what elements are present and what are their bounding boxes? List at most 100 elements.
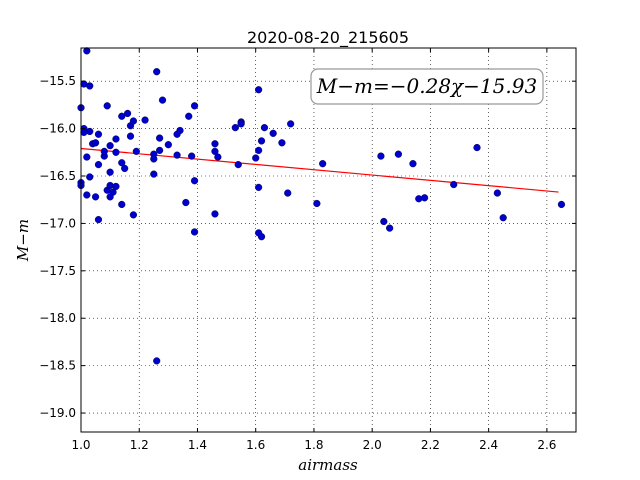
data-point [499,214,507,222]
data-point [129,211,138,219]
data-point [118,200,126,209]
data-point [100,147,108,155]
data-point [255,146,263,155]
data-point [156,146,164,155]
x-tick-label: 2.6 [537,438,556,452]
fit-equation: M−m=−0.28χ−15.93 [316,74,537,98]
data-point [106,193,114,201]
data-point [129,117,138,125]
data-point [118,112,126,120]
data-point [377,152,385,160]
y-axis-label: M−m [14,219,32,262]
data-point [94,130,103,138]
data-point [83,153,91,161]
data-point [420,194,429,202]
data-point [164,141,172,149]
data-point [380,217,388,226]
chart-title: 2020-08-20_215605 [247,28,409,48]
data-point [409,160,417,168]
data-point [450,180,458,189]
data-point [86,82,94,90]
data-point [112,148,120,156]
data-point [190,102,199,110]
x-tick-label: 1.4 [188,438,207,452]
points [77,47,566,365]
plot-frame [80,47,577,433]
y-tick-label: −19.0 [39,406,76,420]
y-tick-label: −15.5 [39,74,76,88]
data-point [158,96,167,104]
fit-line-group [80,147,559,193]
data-point [313,199,321,208]
grid [80,48,576,432]
data-point [153,357,161,365]
fit-line [80,147,559,193]
data-point [386,224,394,232]
data-point [182,198,190,207]
data-point [190,228,199,236]
data-point [141,116,149,124]
data-point [493,189,501,197]
y-tick-labels: −15.5 −16.0 −16.5 −17.0 −17.5 −18.0 −18.5 −19.0 [39,74,76,420]
data-point [94,216,103,224]
data-point [173,151,181,159]
data-point [123,109,132,118]
data-point [278,139,286,147]
data-point [132,147,140,155]
data-point [257,137,266,145]
x-tick-label: 1.8 [304,438,323,452]
data-point [106,168,114,176]
y-tick-label: −16.0 [39,122,76,136]
data-point [106,142,114,150]
data-point [83,191,91,199]
x-tick-label: 2.4 [479,438,498,452]
y-tick-label: −17.5 [39,264,76,278]
data-point [118,159,126,167]
x-tick-label: 2.0 [363,438,382,452]
y-tick-label: −18.0 [39,311,76,325]
data-point [473,143,481,152]
data-point [269,129,277,137]
x-tick-label: 1.6 [246,438,265,452]
x-tick-label: 1.0 [71,438,90,452]
data-point [176,126,184,135]
data-point [255,183,263,191]
x-axis-label: airmass [298,456,358,474]
x-tick-labels: 1.0 1.2 1.4 1.6 1.8 2.0 2.2 2.4 2.6 [71,438,556,452]
data-point [126,132,135,140]
data-point [80,128,88,136]
y-tick-label: −17.0 [39,216,76,230]
y-tick-label: −16.5 [39,169,76,183]
data-point [237,120,245,128]
data-point [112,182,120,191]
data-point [153,68,161,76]
y-tick-label: −18.5 [39,359,76,373]
annotation-box [310,68,544,105]
data-point [91,193,100,201]
data-point [231,124,239,132]
data-point [83,47,91,55]
data-point [190,177,199,185]
data-point [156,134,164,142]
data-point [234,161,242,169]
data-point [255,86,263,94]
data-point [94,161,103,169]
data-point [103,102,111,110]
data-point [252,154,260,162]
data-point [287,120,295,128]
data-point [260,124,269,132]
data-point [319,160,327,168]
data-point [211,210,219,218]
data-point [150,170,158,178]
data-point [150,155,158,163]
data-point [257,233,266,241]
data-point [185,112,193,120]
data-point [211,140,219,148]
data-point [284,189,292,197]
data-point [121,164,129,173]
data-point [557,200,566,209]
data-point [394,150,402,158]
data-point [214,153,222,161]
x-tick-label: 2.2 [421,438,440,452]
